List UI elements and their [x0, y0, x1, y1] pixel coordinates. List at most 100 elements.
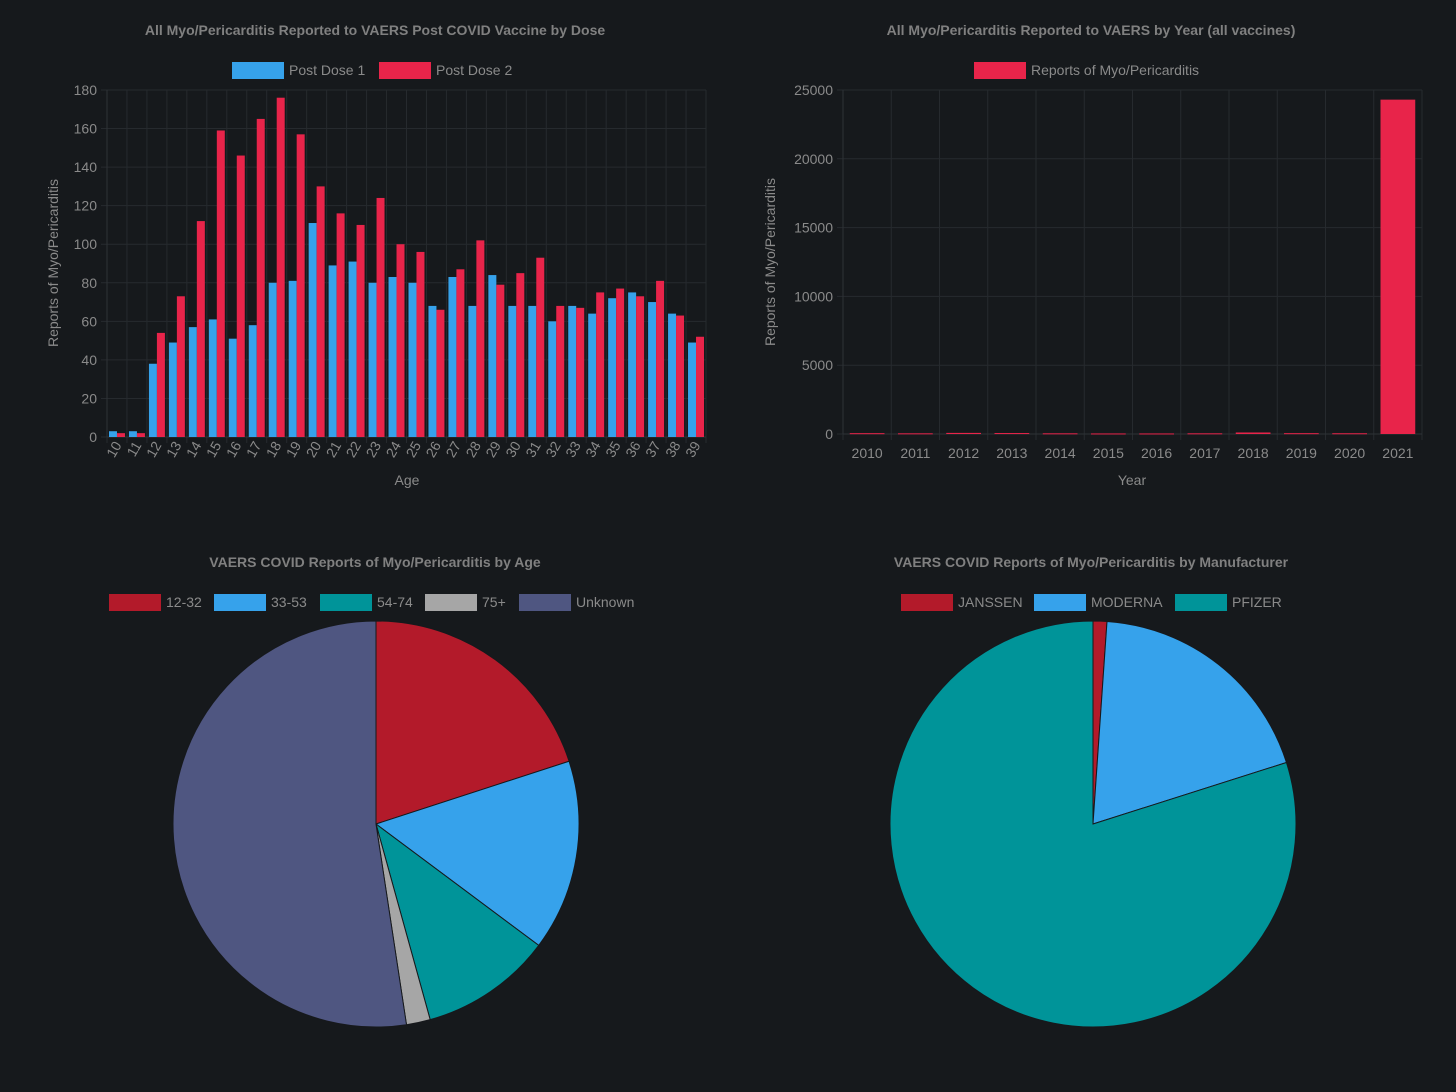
bar-post-dose-1-23[interactable] — [368, 282, 377, 437]
bar-reports-of-myo-pericarditis-2012[interactable] — [946, 432, 981, 434]
bar-post-dose-2-36[interactable] — [636, 296, 645, 437]
bar-post-dose-2-30[interactable] — [516, 273, 525, 437]
bar-post-dose-2-37[interactable] — [656, 280, 665, 437]
legend[interactable]: 12-32 33-53 54-74 75+ Unknown — [109, 594, 634, 611]
pie-slice-moderna[interactable] — [1092, 620, 1288, 825]
bar-post-dose-1-16[interactable] — [228, 338, 237, 437]
bar-post-dose-2-17[interactable] — [256, 118, 265, 438]
bar-post-dose-1-33[interactable] — [568, 305, 577, 437]
bar-reports-of-myo-pericarditis-2016[interactable] — [1139, 433, 1174, 435]
bar-reports-of-myo-pericarditis-2014[interactable] — [1042, 433, 1078, 435]
bar-post-dose-2-13[interactable] — [176, 296, 185, 437]
bar-post-dose-1-32[interactable] — [548, 321, 557, 437]
bar-post-dose-2-38[interactable] — [676, 315, 685, 437]
legend-swatch-reports[interactable] — [974, 62, 1026, 79]
bar-post-dose-1-25[interactable] — [408, 282, 417, 437]
bar-post-dose-1-34[interactable] — [588, 313, 597, 437]
bar-post-dose-1-39[interactable] — [688, 342, 697, 437]
bar-post-dose-2-34[interactable] — [596, 292, 605, 437]
bar-post-dose-1-10[interactable] — [108, 431, 117, 437]
bar-post-dose-2-20[interactable] — [316, 186, 325, 437]
legend-label[interactable]: PFIZER — [1232, 594, 1282, 610]
legend[interactable]: Reports of Myo/Pericarditis — [974, 62, 1199, 79]
bar-post-dose-1-26[interactable] — [428, 305, 437, 437]
legend[interactable]: JANSSEN MODERNA PFIZER — [901, 594, 1282, 611]
legend-label[interactable]: 75+ — [482, 594, 506, 610]
bar-reports-of-myo-pericarditis-2015[interactable] — [1091, 433, 1126, 435]
legend-swatch-dose1[interactable] — [232, 62, 284, 79]
bar-post-dose-1-12[interactable] — [148, 363, 157, 437]
bar-post-dose-1-18[interactable] — [268, 282, 277, 437]
bar-post-dose-2-16[interactable] — [236, 155, 245, 438]
bar-post-dose-2-35[interactable] — [616, 288, 625, 437]
bar-post-dose-2-27[interactable] — [456, 269, 465, 437]
bar-post-dose-2-18[interactable] — [276, 97, 285, 437]
bar-post-dose-1-29[interactable] — [488, 275, 497, 437]
bar-post-dose-1-15[interactable] — [208, 319, 217, 437]
legend-label[interactable]: 54-74 — [377, 594, 413, 610]
bar-post-dose-2-14[interactable] — [196, 221, 205, 437]
bar-post-dose-2-15[interactable] — [216, 130, 225, 437]
bar-post-dose-2-21[interactable] — [336, 213, 345, 437]
bar-post-dose-2-23[interactable] — [376, 197, 385, 437]
legend-label-reports[interactable]: Reports of Myo/Pericarditis — [1031, 62, 1199, 78]
bar-post-dose-1-27[interactable] — [448, 276, 457, 437]
bar-post-dose-1-36[interactable] — [628, 292, 637, 437]
legend-swatch[interactable] — [214, 594, 266, 611]
legend-label[interactable]: Unknown — [576, 594, 634, 610]
bar-post-dose-1-37[interactable] — [648, 302, 657, 437]
bar-post-dose-1-20[interactable] — [308, 223, 317, 437]
bar-post-dose-2-10[interactable] — [116, 433, 125, 437]
legend-swatch[interactable] — [1175, 594, 1227, 611]
bar-post-dose-1-13[interactable] — [168, 342, 177, 437]
pie-slice-12-32[interactable] — [375, 620, 570, 825]
legend-swatch[interactable] — [519, 594, 571, 611]
bar-post-dose-1-19[interactable] — [288, 280, 297, 437]
bar-post-dose-2-32[interactable] — [556, 305, 565, 437]
legend-swatch[interactable] — [109, 594, 161, 611]
bar-post-dose-2-39[interactable] — [696, 336, 705, 437]
bar-post-dose-2-29[interactable] — [496, 284, 505, 437]
bar-post-dose-2-25[interactable] — [416, 251, 425, 437]
bar-post-dose-1-30[interactable] — [508, 305, 517, 437]
bar-post-dose-1-38[interactable] — [668, 313, 677, 437]
bar-post-dose-2-33[interactable] — [576, 307, 585, 437]
bar-post-dose-1-11[interactable] — [128, 431, 137, 437]
bar-post-dose-2-28[interactable] — [476, 240, 485, 437]
bar-post-dose-2-11[interactable] — [136, 433, 145, 437]
bar-post-dose-1-21[interactable] — [328, 265, 337, 437]
bar-reports-of-myo-pericarditis-2019[interactable] — [1284, 433, 1319, 435]
legend-swatch-dose2[interactable] — [379, 62, 431, 79]
bar-post-dose-1-35[interactable] — [608, 298, 617, 437]
pie-slice-33-53[interactable] — [374, 760, 580, 947]
legend-label-dose1[interactable]: Post Dose 1 — [289, 62, 365, 78]
bar-reports-of-myo-pericarditis-2011[interactable] — [898, 433, 933, 435]
bar-reports-of-myo-pericarditis-2021[interactable] — [1380, 99, 1416, 434]
pie-slice-pfizer[interactable] — [889, 620, 1297, 1028]
legend-swatch[interactable] — [425, 594, 477, 611]
bar-post-dose-2-22[interactable] — [356, 224, 365, 437]
bar-reports-of-myo-pericarditis-2013[interactable] — [994, 433, 1030, 435]
bar-reports-of-myo-pericarditis-2018[interactable] — [1235, 432, 1271, 434]
legend-label[interactable]: MODERNA — [1091, 594, 1163, 610]
bar-reports-of-myo-pericarditis-2010[interactable] — [849, 433, 885, 435]
bar-post-dose-2-24[interactable] — [396, 244, 405, 437]
legend-label-dose2[interactable]: Post Dose 2 — [436, 62, 512, 78]
bar-post-dose-2-19[interactable] — [296, 134, 305, 438]
bar-post-dose-2-31[interactable] — [536, 257, 545, 437]
bar-post-dose-1-24[interactable] — [388, 276, 397, 437]
legend-label[interactable]: 33-53 — [271, 594, 307, 610]
legend-label[interactable]: 12-32 — [166, 594, 202, 610]
legend-swatch[interactable] — [1034, 594, 1086, 611]
bar-post-dose-2-26[interactable] — [436, 309, 445, 437]
bar-post-dose-2-12[interactable] — [156, 332, 165, 437]
pie-slice-unknown[interactable] — [172, 620, 408, 1028]
bar-post-dose-1-17[interactable] — [248, 325, 257, 437]
bar-post-dose-1-28[interactable] — [468, 305, 477, 437]
legend-label[interactable]: JANSSEN — [958, 594, 1023, 610]
bar-reports-of-myo-pericarditis-2017[interactable] — [1187, 433, 1223, 435]
bar-reports-of-myo-pericarditis-2020[interactable] — [1332, 433, 1367, 435]
legend[interactable]: Post Dose 1 Post Dose 2 — [232, 62, 512, 79]
bar-post-dose-1-14[interactable] — [188, 327, 197, 437]
legend-swatch[interactable] — [320, 594, 372, 611]
